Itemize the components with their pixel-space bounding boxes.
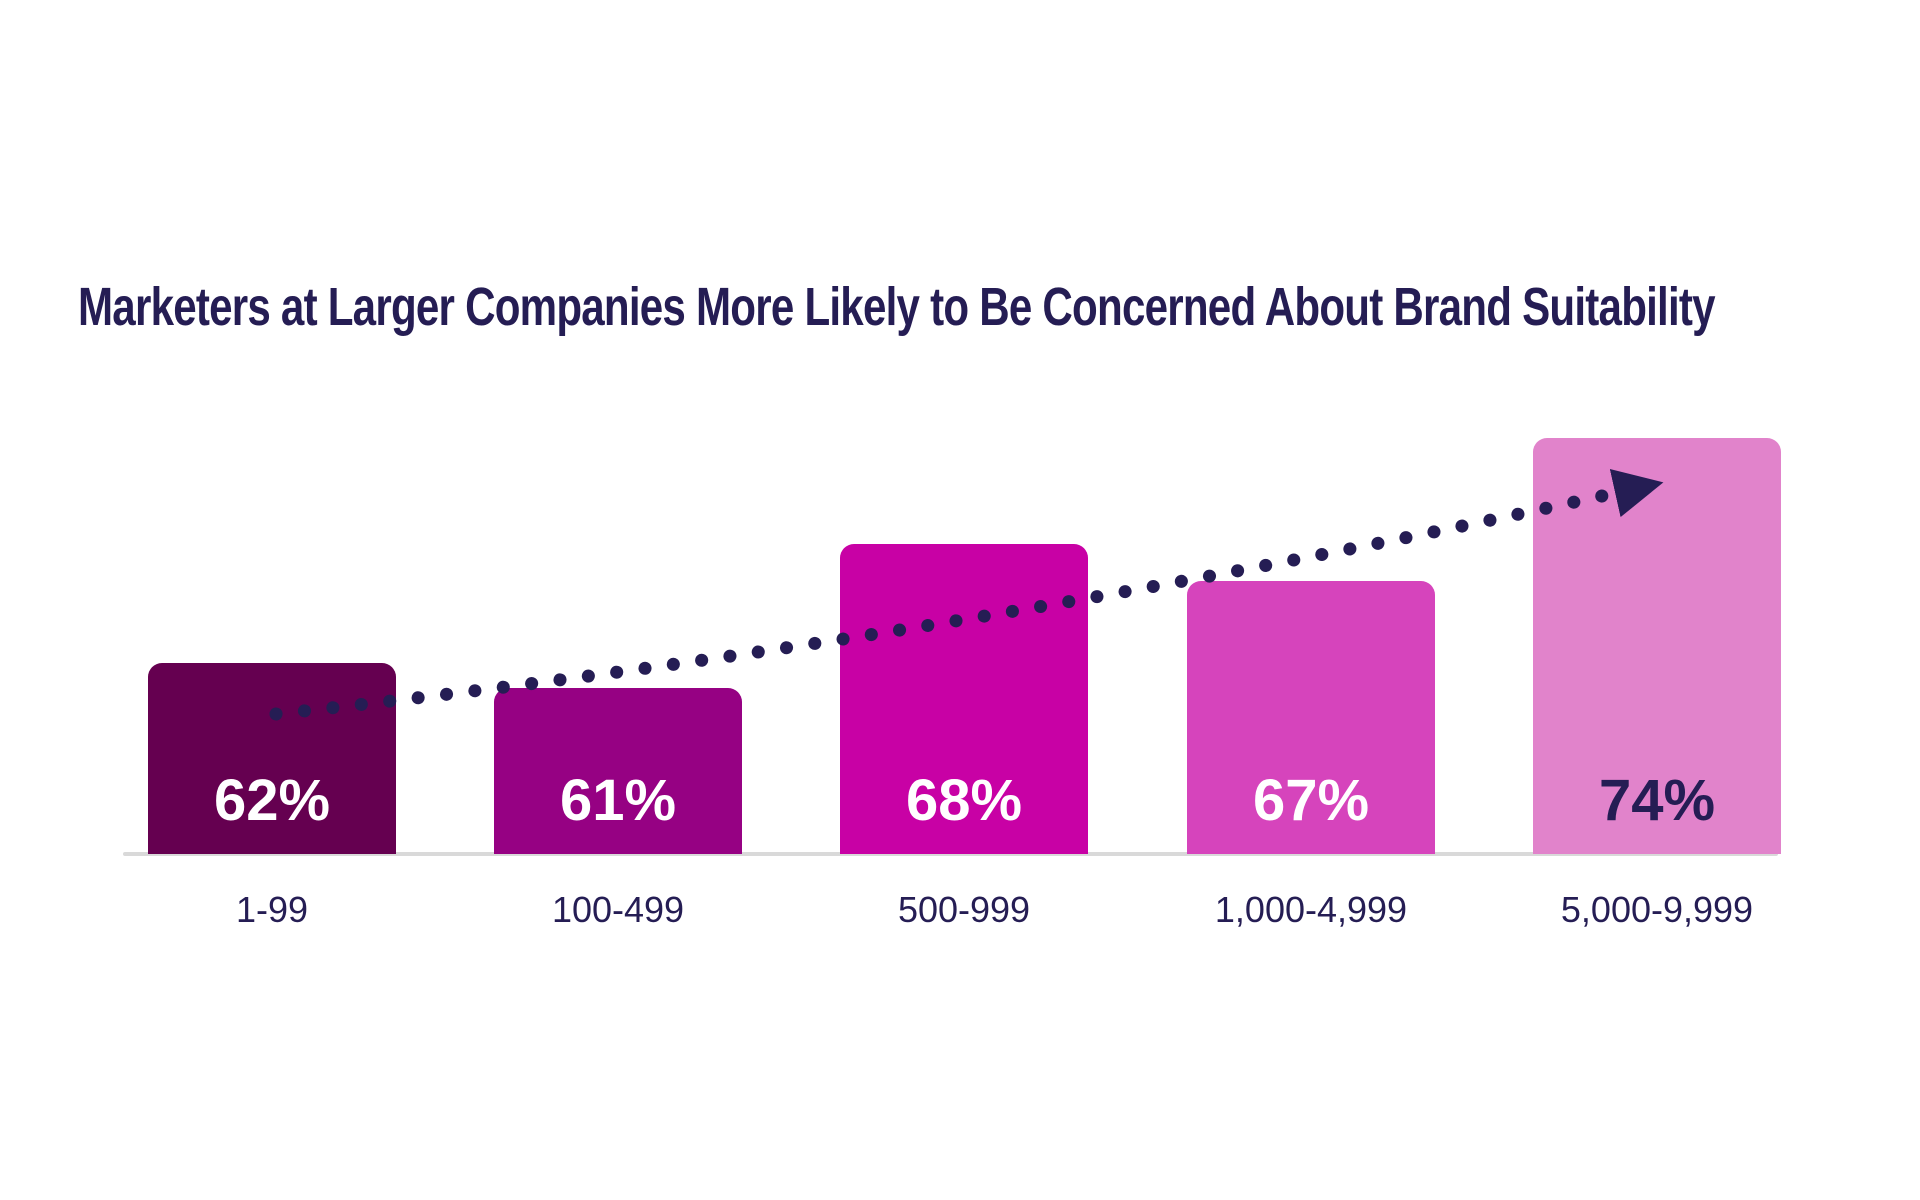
bar-value-label-100-499: 61%	[559, 768, 677, 833]
x-axis-label-5-000-9-999: 5,000-9,999	[1560, 889, 1754, 930]
x-axis-label-1-000-4-999: 1,000-4,999	[1214, 889, 1408, 930]
x-axis-label-100-499: 100-499	[551, 889, 685, 930]
x-axis-label-1-99: 1-99	[235, 889, 309, 930]
bar-500-999: 68%	[840, 544, 1088, 854]
bar-value-label-1-000-4-999: 67%	[1252, 768, 1370, 833]
bar-value-label-500-999: 68%	[905, 768, 1023, 833]
x-axis-label-500-999: 500-999	[897, 889, 1031, 930]
bar-1-000-4-999: 67%	[1187, 581, 1435, 854]
bar-100-499: 61%	[494, 688, 742, 854]
bar-1-99: 62%	[148, 663, 396, 854]
x-axis-line	[123, 852, 1778, 856]
bar-5-000-9-999: 74%	[1533, 438, 1781, 854]
bar-value-label-1-99: 62%	[213, 768, 331, 833]
chart-title: Marketers at Larger Companies More Likel…	[78, 277, 1716, 337]
bar-value-label-5-000-9-999: 74%	[1598, 768, 1716, 833]
